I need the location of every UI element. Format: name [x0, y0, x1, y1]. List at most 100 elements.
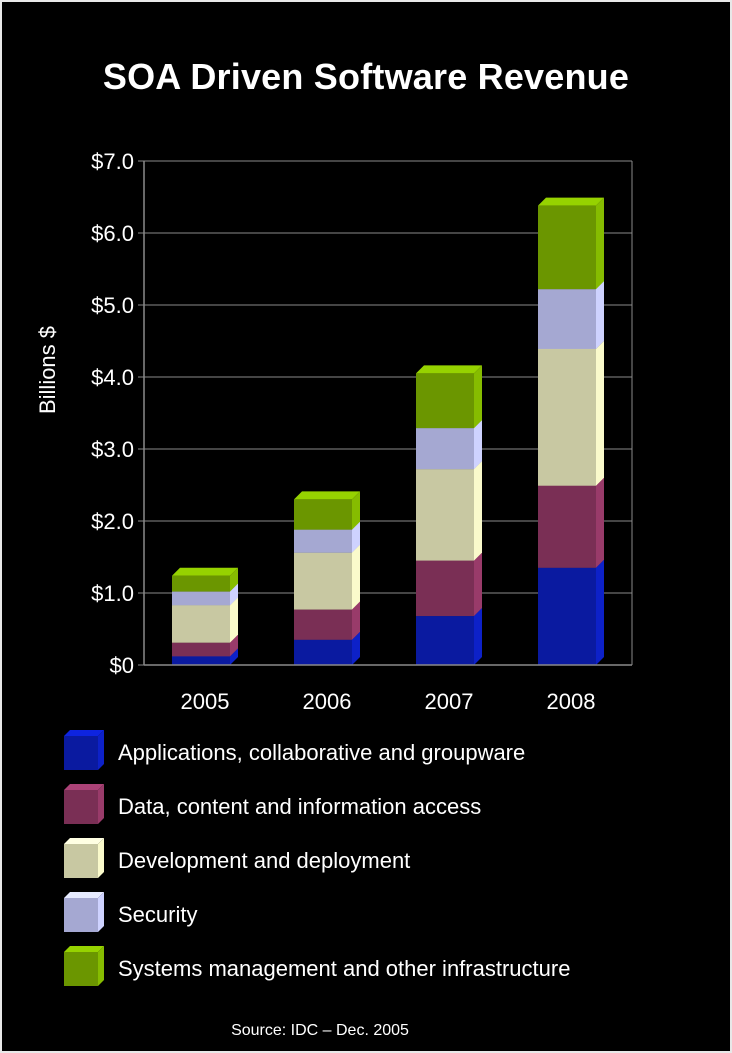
- legend-swatch: [64, 946, 104, 986]
- legend-swatch-top: [64, 838, 104, 844]
- bar-front: [172, 605, 230, 643]
- bar-top: [538, 197, 604, 206]
- bar-side: [230, 634, 238, 657]
- bar-front: [172, 642, 230, 657]
- y-tick-label: $5.0: [91, 293, 134, 318]
- bar-top: [416, 365, 482, 374]
- bar-side: [596, 197, 604, 290]
- x-tick-label: 2006: [303, 689, 352, 714]
- bar-front: [172, 656, 230, 665]
- y-tick-label: $3.0: [91, 437, 134, 462]
- bar-front: [538, 348, 596, 486]
- bar-segment: [294, 544, 360, 610]
- bar-front: [172, 591, 230, 606]
- bar-side: [596, 340, 604, 486]
- bar-segment: [294, 491, 360, 530]
- legend-label: Security: [118, 902, 198, 927]
- chart-title: SOA Driven Software Revenue: [102, 56, 630, 97]
- legend-swatch-side: [98, 946, 104, 986]
- bar-side: [230, 597, 238, 643]
- y-tick-label: $2.0: [91, 509, 134, 534]
- bar-front: [416, 373, 474, 429]
- legend-item: Security: [64, 892, 704, 934]
- legend-swatch-front: [64, 898, 98, 932]
- y-tick-label: $6.0: [91, 221, 134, 246]
- bar-front: [538, 205, 596, 290]
- bar-front: [294, 552, 352, 610]
- bar-top: [294, 491, 360, 500]
- legend-swatch: [64, 838, 104, 878]
- legend-swatch-side: [98, 784, 104, 824]
- bar-segment: [416, 365, 482, 429]
- bar-segment: [538, 281, 604, 349]
- bar-front: [416, 616, 474, 665]
- legend-item: Applications, collaborative and groupwar…: [64, 730, 704, 772]
- legend-label: Data, content and information access: [118, 794, 482, 819]
- y-tick-label: $1.0: [91, 581, 134, 606]
- legend-swatch-side: [98, 892, 104, 932]
- bar-side: [230, 567, 238, 592]
- bar-front: [294, 609, 352, 640]
- bar-front: [538, 567, 596, 665]
- legend-swatch-front: [64, 790, 98, 824]
- source-note: Source: IDC – Dec. 2005: [231, 1022, 409, 1039]
- x-tick-label: 2008: [547, 689, 596, 714]
- bar-front: [416, 560, 474, 617]
- bar-side: [230, 648, 238, 665]
- bar-segment: [538, 197, 604, 290]
- legend-swatch: [64, 730, 104, 770]
- x-tick-label: 2005: [181, 689, 230, 714]
- bar-front: [294, 529, 352, 553]
- bar-side: [230, 583, 238, 606]
- bar-segment: [538, 477, 604, 568]
- bar-layer: [172, 197, 604, 665]
- bar-segment: [416, 552, 482, 617]
- bar-front: [416, 428, 474, 470]
- legend-swatch-top: [64, 892, 104, 898]
- bar-front: [294, 499, 352, 530]
- legend-item: Data, content and information access: [64, 784, 704, 826]
- bar-side: [474, 365, 482, 429]
- legend-item: Systems management and other infrastruct…: [64, 946, 704, 988]
- bar-front: [294, 639, 352, 665]
- legend-swatch-side: [98, 838, 104, 878]
- bar-side: [352, 631, 360, 665]
- x-tick-label: 2007: [425, 689, 474, 714]
- legend-swatch: [64, 784, 104, 824]
- y-tick-label: $4.0: [91, 365, 134, 390]
- bar-side: [596, 477, 604, 568]
- bar-segment: [416, 461, 482, 561]
- bar-front: [538, 485, 596, 568]
- bar-side: [352, 521, 360, 553]
- legend-swatch-front: [64, 952, 98, 986]
- legend-swatch-top: [64, 730, 104, 736]
- bar-side: [352, 491, 360, 530]
- legend-swatch-front: [64, 844, 98, 878]
- bar-side: [352, 601, 360, 640]
- bar-front: [172, 575, 230, 592]
- bar-side: [352, 544, 360, 610]
- legend-swatch-top: [64, 784, 104, 790]
- bar-side: [596, 281, 604, 349]
- bar-side: [596, 559, 604, 665]
- axis-layer: $0 $1.0 $2.0 $3.0 $4.0 $5.0 $6.0 $7.0 2005 2006 20…: [91, 149, 632, 714]
- bar-segment: [416, 608, 482, 665]
- bar-segment: [538, 559, 604, 665]
- legend-swatch-front: [64, 736, 98, 770]
- bar-front: [416, 469, 474, 561]
- legend-label: Development and deployment: [118, 848, 411, 873]
- bar-segment: [172, 567, 238, 592]
- bar-side: [474, 461, 482, 561]
- legend-swatch-top: [64, 946, 104, 952]
- bar-side: [474, 608, 482, 665]
- legend-swatch: [64, 892, 104, 932]
- legend-swatch-side: [98, 730, 104, 770]
- bar-side: [474, 420, 482, 470]
- legend-label: Applications, collaborative and groupwar…: [118, 740, 526, 765]
- bar-front: [538, 289, 596, 349]
- y-tick-label: $7.0: [91, 149, 134, 174]
- bar-side: [474, 552, 482, 617]
- y-tick-label: $0: [110, 653, 134, 678]
